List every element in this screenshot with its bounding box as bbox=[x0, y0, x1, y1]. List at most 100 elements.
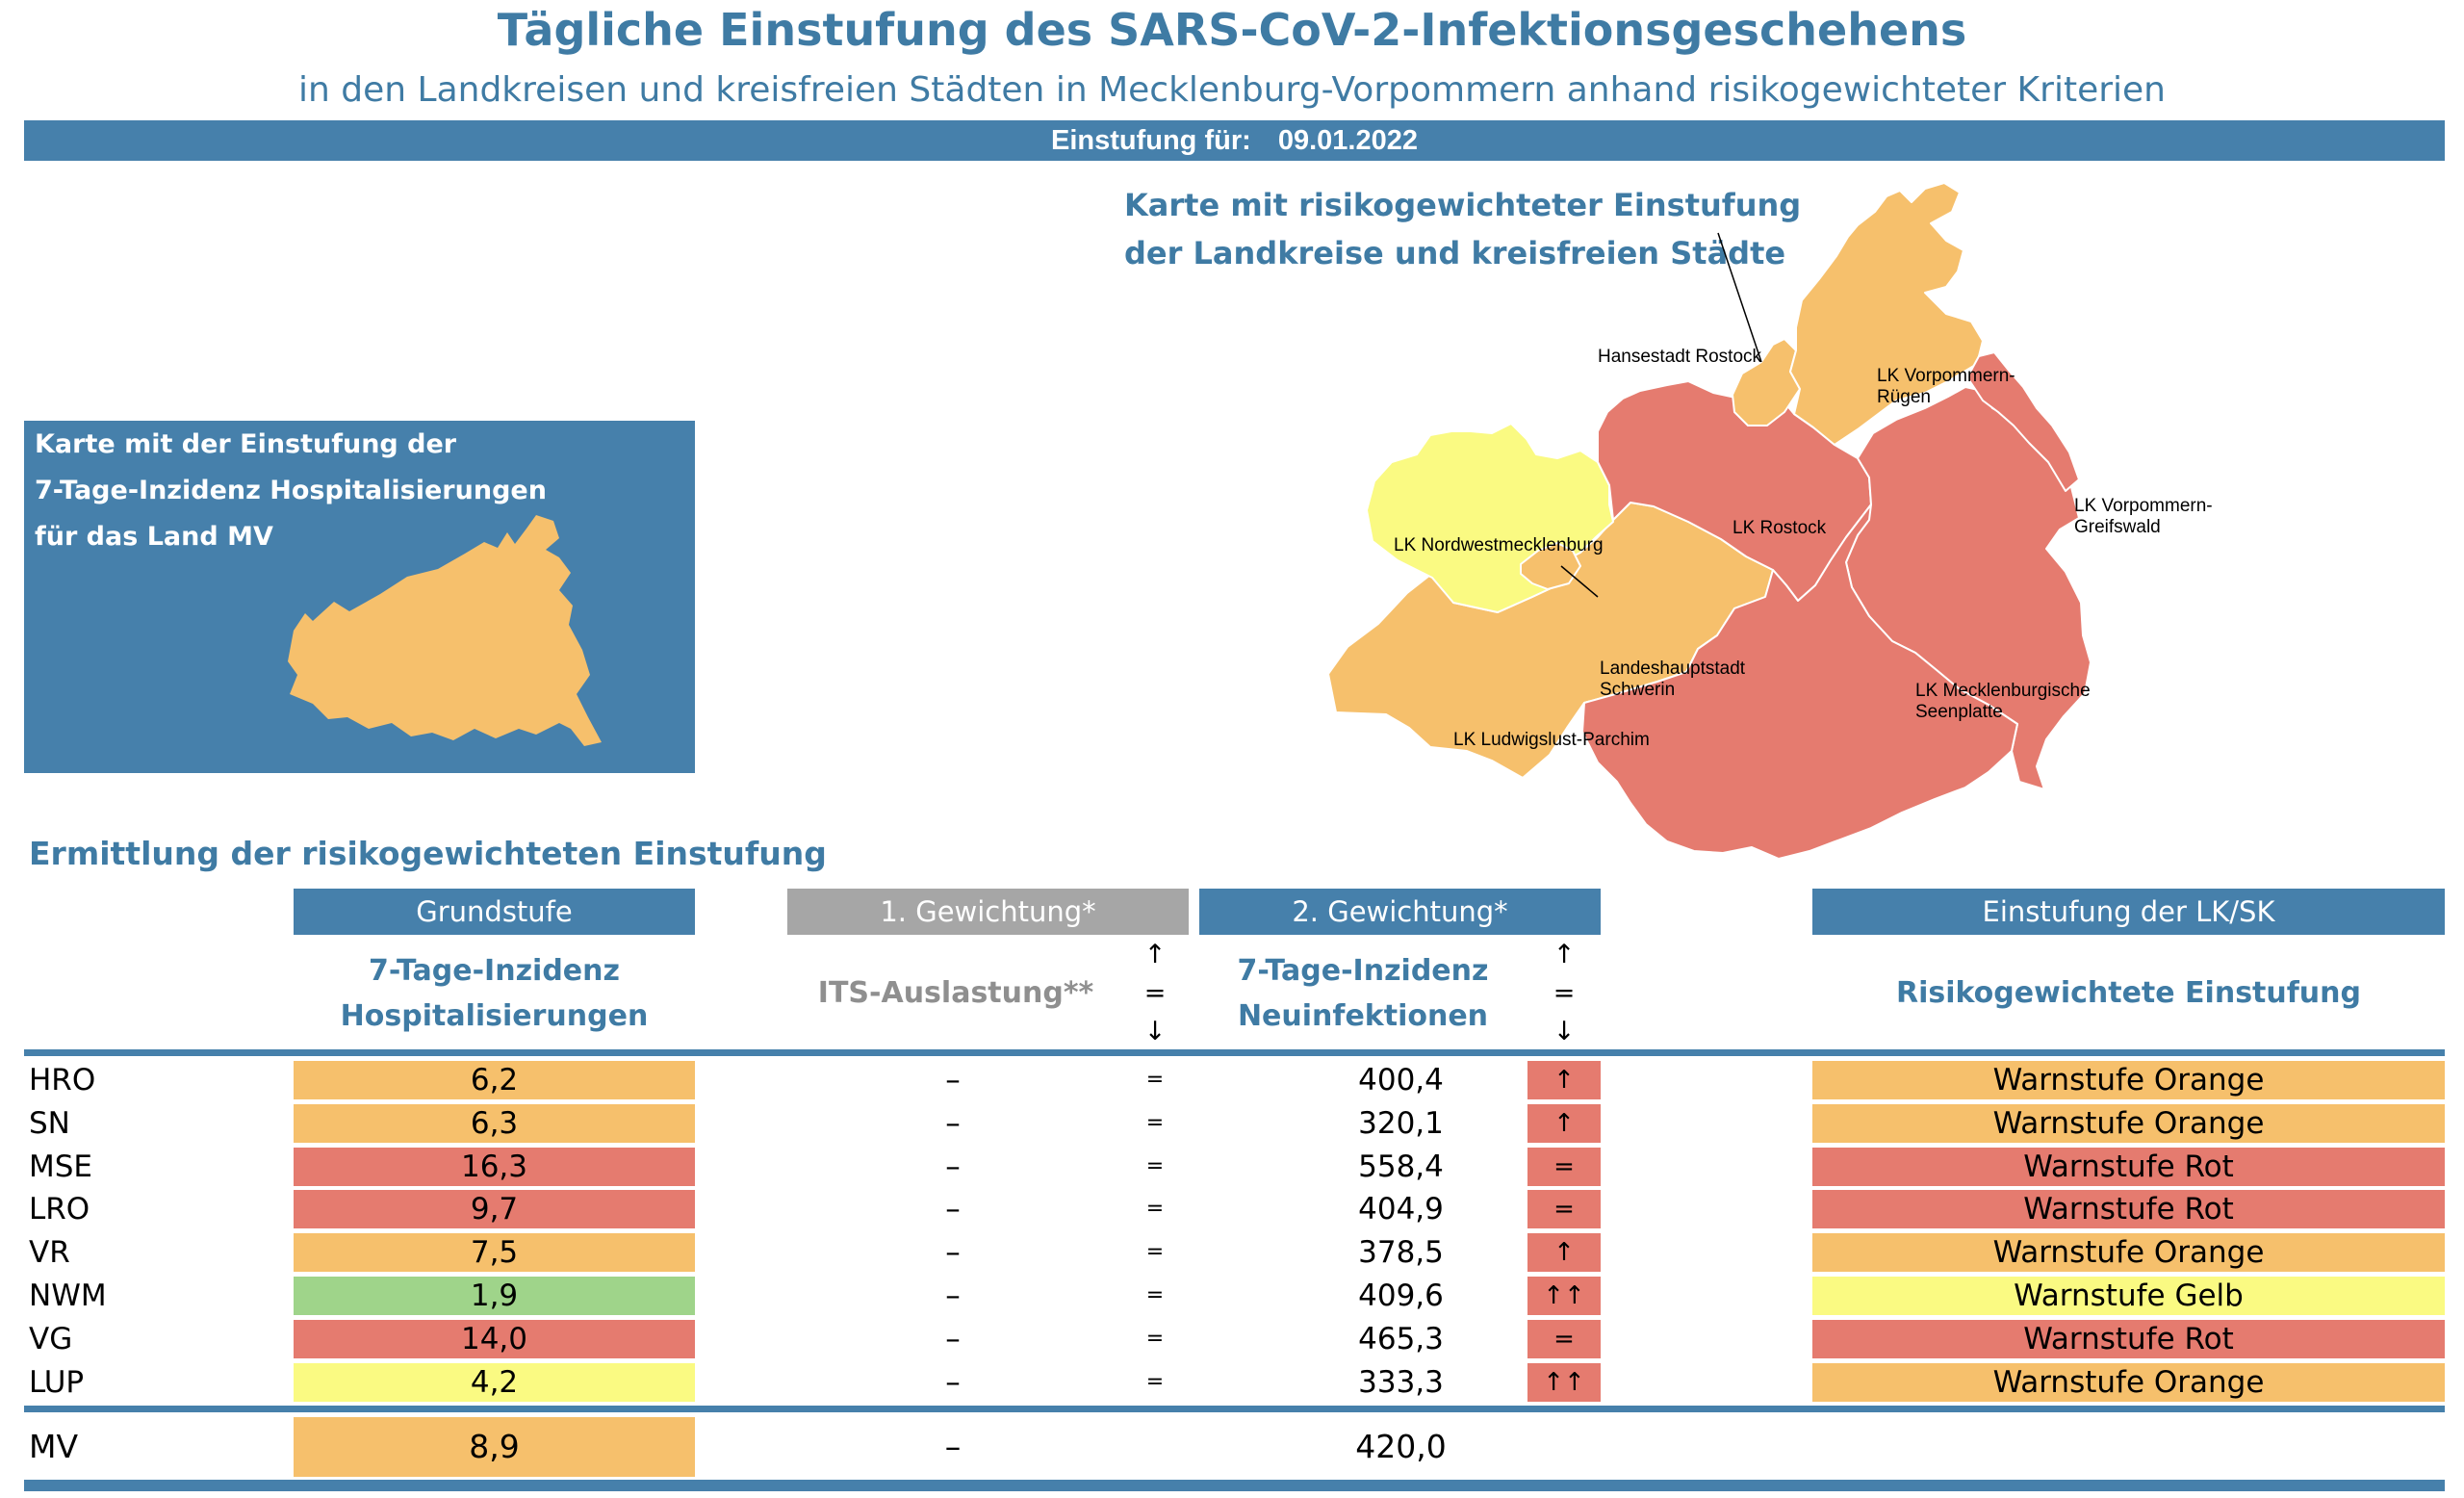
legend-arrows-2: ↑ = ↓ bbox=[1545, 936, 1583, 1051]
row-inc-value: 409,6 bbox=[1358, 1278, 1444, 1313]
row-its-trend: = bbox=[1145, 1153, 1165, 1178]
date-bar: Einstufung für: 09.01.2022 bbox=[24, 120, 2445, 161]
row-trend-badge: ↑ bbox=[1527, 1061, 1601, 1099]
row-its-value: – bbox=[944, 1428, 962, 1465]
row-its-value: – bbox=[945, 1364, 961, 1400]
row-its-value: – bbox=[945, 1105, 961, 1141]
arrow-down-icon: ↓ bbox=[1553, 1017, 1576, 1046]
row-its-trend: = bbox=[1145, 1110, 1165, 1135]
subheader-its: ITS-Auslastung** bbox=[817, 976, 1094, 1010]
row-hosp-value: 14,0 bbox=[294, 1319, 695, 1358]
map-title-line2: der Landkreise und kreisfreien Städte bbox=[1124, 235, 1786, 271]
map-label-vg-1: LK Vorpommern- bbox=[2074, 496, 2213, 516]
table-row: LRO 9,7 – = 404,9 = Warnstufe Rot bbox=[0, 1190, 2464, 1230]
row-einstufung: Warnstufe Orange bbox=[1812, 1103, 2445, 1143]
row-trend-badge: ↑ bbox=[1527, 1233, 1601, 1273]
table-row: NWM 1,9 – = 409,6 ↑↑ Warnstufe Gelb bbox=[0, 1277, 2464, 1317]
row-its-value: – bbox=[945, 1235, 961, 1271]
header-grundstufe: Grundstufe bbox=[294, 889, 695, 935]
subheader-neuinfektionen: 7-Tage-Inzidenz Neuinfektionen bbox=[1199, 948, 1527, 1039]
row-hosp-value: 8,9 bbox=[294, 1417, 695, 1477]
row-inc-value: 420,0 bbox=[1355, 1428, 1447, 1465]
region-vr bbox=[1789, 182, 1984, 446]
row-its-value: – bbox=[945, 1063, 961, 1098]
row-trend-badge: ↑↑ bbox=[1527, 1277, 1601, 1315]
subheader-hospitalisierungen: 7-Tage-Inzidenz Hospitalisierungen bbox=[294, 948, 695, 1039]
row-hosp-value: 16,3 bbox=[294, 1147, 695, 1186]
table-row: VR 7,5 – = 378,5 ↑ Warnstufe Orange bbox=[0, 1233, 2464, 1274]
row-einstufung: Warnstufe Orange bbox=[1812, 1233, 2445, 1273]
row-its-trend: = bbox=[1145, 1240, 1165, 1265]
header-gewichtung-1: 1. Gewichtung* bbox=[787, 889, 1189, 935]
row-its-value: – bbox=[945, 1192, 961, 1227]
row-its-trend: = bbox=[1145, 1283, 1165, 1307]
table-rule-top bbox=[24, 1049, 2445, 1056]
table-rule-middle bbox=[24, 1406, 2445, 1412]
row-code: LRO bbox=[29, 1192, 90, 1227]
row-its-trend: = bbox=[1145, 1068, 1165, 1092]
row-einstufung: Warnstufe Rot bbox=[1812, 1147, 2445, 1186]
subheader-hosp-line2: Hospitalisierungen bbox=[340, 999, 649, 1033]
arrow-up-icon: ↑ bbox=[1553, 940, 1576, 969]
header-einstufung: Einstufung der LK/SK bbox=[1812, 889, 2445, 935]
section-title: Ermittlung der risikogewichteten Einstuf… bbox=[29, 835, 827, 872]
row-its-value: – bbox=[945, 1321, 961, 1356]
map-label-lro: LK Rostock bbox=[1732, 518, 1827, 538]
date-label: Einstufung für: bbox=[1050, 125, 1251, 156]
region-sn bbox=[1520, 542, 1581, 590]
map-label-vr-2: Rügen bbox=[1877, 387, 1931, 407]
row-code: SN bbox=[29, 1105, 70, 1141]
row-inc-value: 404,9 bbox=[1358, 1192, 1444, 1227]
row-inc-value: 320,1 bbox=[1358, 1105, 1444, 1141]
row-hosp-value: 6,2 bbox=[294, 1061, 695, 1099]
arrow-up-icon: ↑ bbox=[1143, 940, 1167, 969]
mini-map-caption: Karte mit der Einstufung der 7-Tage-Inzi… bbox=[35, 422, 547, 560]
row-trend-badge: ↑ bbox=[1527, 1103, 1601, 1143]
mini-map-caption-line2: 7-Tage-Inzidenz Hospitalisierungen bbox=[35, 476, 547, 505]
row-its-value: – bbox=[945, 1278, 961, 1313]
row-code: VR bbox=[29, 1235, 70, 1271]
row-trend-badge: ↑↑ bbox=[1527, 1362, 1601, 1402]
map-title: Karte mit risikogewichteter Einstufung d… bbox=[1124, 181, 1801, 277]
row-einstufung: Warnstufe Orange bbox=[1812, 1362, 2445, 1402]
map-label-vr-1: LK Vorpommern- bbox=[1877, 366, 2015, 386]
row-code: LUP bbox=[29, 1364, 85, 1400]
row-its-value: – bbox=[945, 1149, 961, 1184]
table-rule-bottom bbox=[24, 1480, 2445, 1491]
mini-map-mv-shape bbox=[288, 515, 602, 746]
row-code: VG bbox=[29, 1321, 73, 1356]
map-label-sn-1: Landeshauptstadt bbox=[1600, 659, 1746, 679]
row-trend-badge: = bbox=[1527, 1319, 1601, 1358]
region-map: Hansestadt Rostock LK Vorpommern- Rügen … bbox=[1327, 182, 2213, 860]
row-trend-badge: = bbox=[1527, 1147, 1601, 1186]
map-label-vg-2: Greifswald bbox=[2074, 517, 2161, 537]
row-code: MSE bbox=[29, 1149, 93, 1184]
table-row: SN 6,3 – = 320,1 ↑ Warnstufe Orange bbox=[0, 1103, 2464, 1145]
row-inc-value: 378,5 bbox=[1358, 1235, 1444, 1271]
subheader-inc-line2: Neuinfektionen bbox=[1237, 999, 1489, 1033]
subheader-hosp-line1: 7-Tage-Inzidenz bbox=[369, 954, 620, 988]
row-trend-badge: = bbox=[1527, 1190, 1601, 1229]
row-its-trend: = bbox=[1145, 1326, 1165, 1351]
row-inc-value: 400,4 bbox=[1358, 1063, 1444, 1098]
map-label-nwm: LK Nordwestmecklenburg bbox=[1394, 535, 1604, 555]
row-einstufung: Warnstufe Rot bbox=[1812, 1190, 2445, 1229]
subheader-risk: Risikogewichtete Einstufung bbox=[1896, 976, 2361, 1010]
row-its-trend: = bbox=[1145, 1197, 1165, 1222]
legend-arrows-1: ↑ = ↓ bbox=[1136, 936, 1174, 1051]
row-its-trend: = bbox=[1145, 1369, 1165, 1394]
equals-icon: = bbox=[1143, 978, 1167, 1008]
row-einstufung: Warnstufe Gelb bbox=[1812, 1277, 2445, 1315]
row-hosp-value: 1,9 bbox=[294, 1277, 695, 1315]
row-inc-value: 465,3 bbox=[1358, 1321, 1444, 1356]
region-mse bbox=[1581, 504, 2018, 860]
table-row: HRO 6,2 – = 400,4 ↑ Warnstufe Orange bbox=[0, 1061, 2464, 1101]
row-hosp-value: 7,5 bbox=[294, 1233, 695, 1273]
table-row: VG 14,0 – = 465,3 = Warnstufe Rot bbox=[0, 1319, 2464, 1360]
arrow-down-icon: ↓ bbox=[1143, 1017, 1167, 1046]
row-hosp-value: 4,2 bbox=[294, 1362, 695, 1402]
row-inc-value: 333,3 bbox=[1358, 1364, 1444, 1400]
table-row: LUP 4,2 – = 333,3 ↑↑ Warnstufe Orange bbox=[0, 1362, 2464, 1404]
map-label-sn-2: Schwerin bbox=[1600, 680, 1675, 700]
table-row-total: MV 8,9 – 420,0 bbox=[0, 1417, 2464, 1477]
